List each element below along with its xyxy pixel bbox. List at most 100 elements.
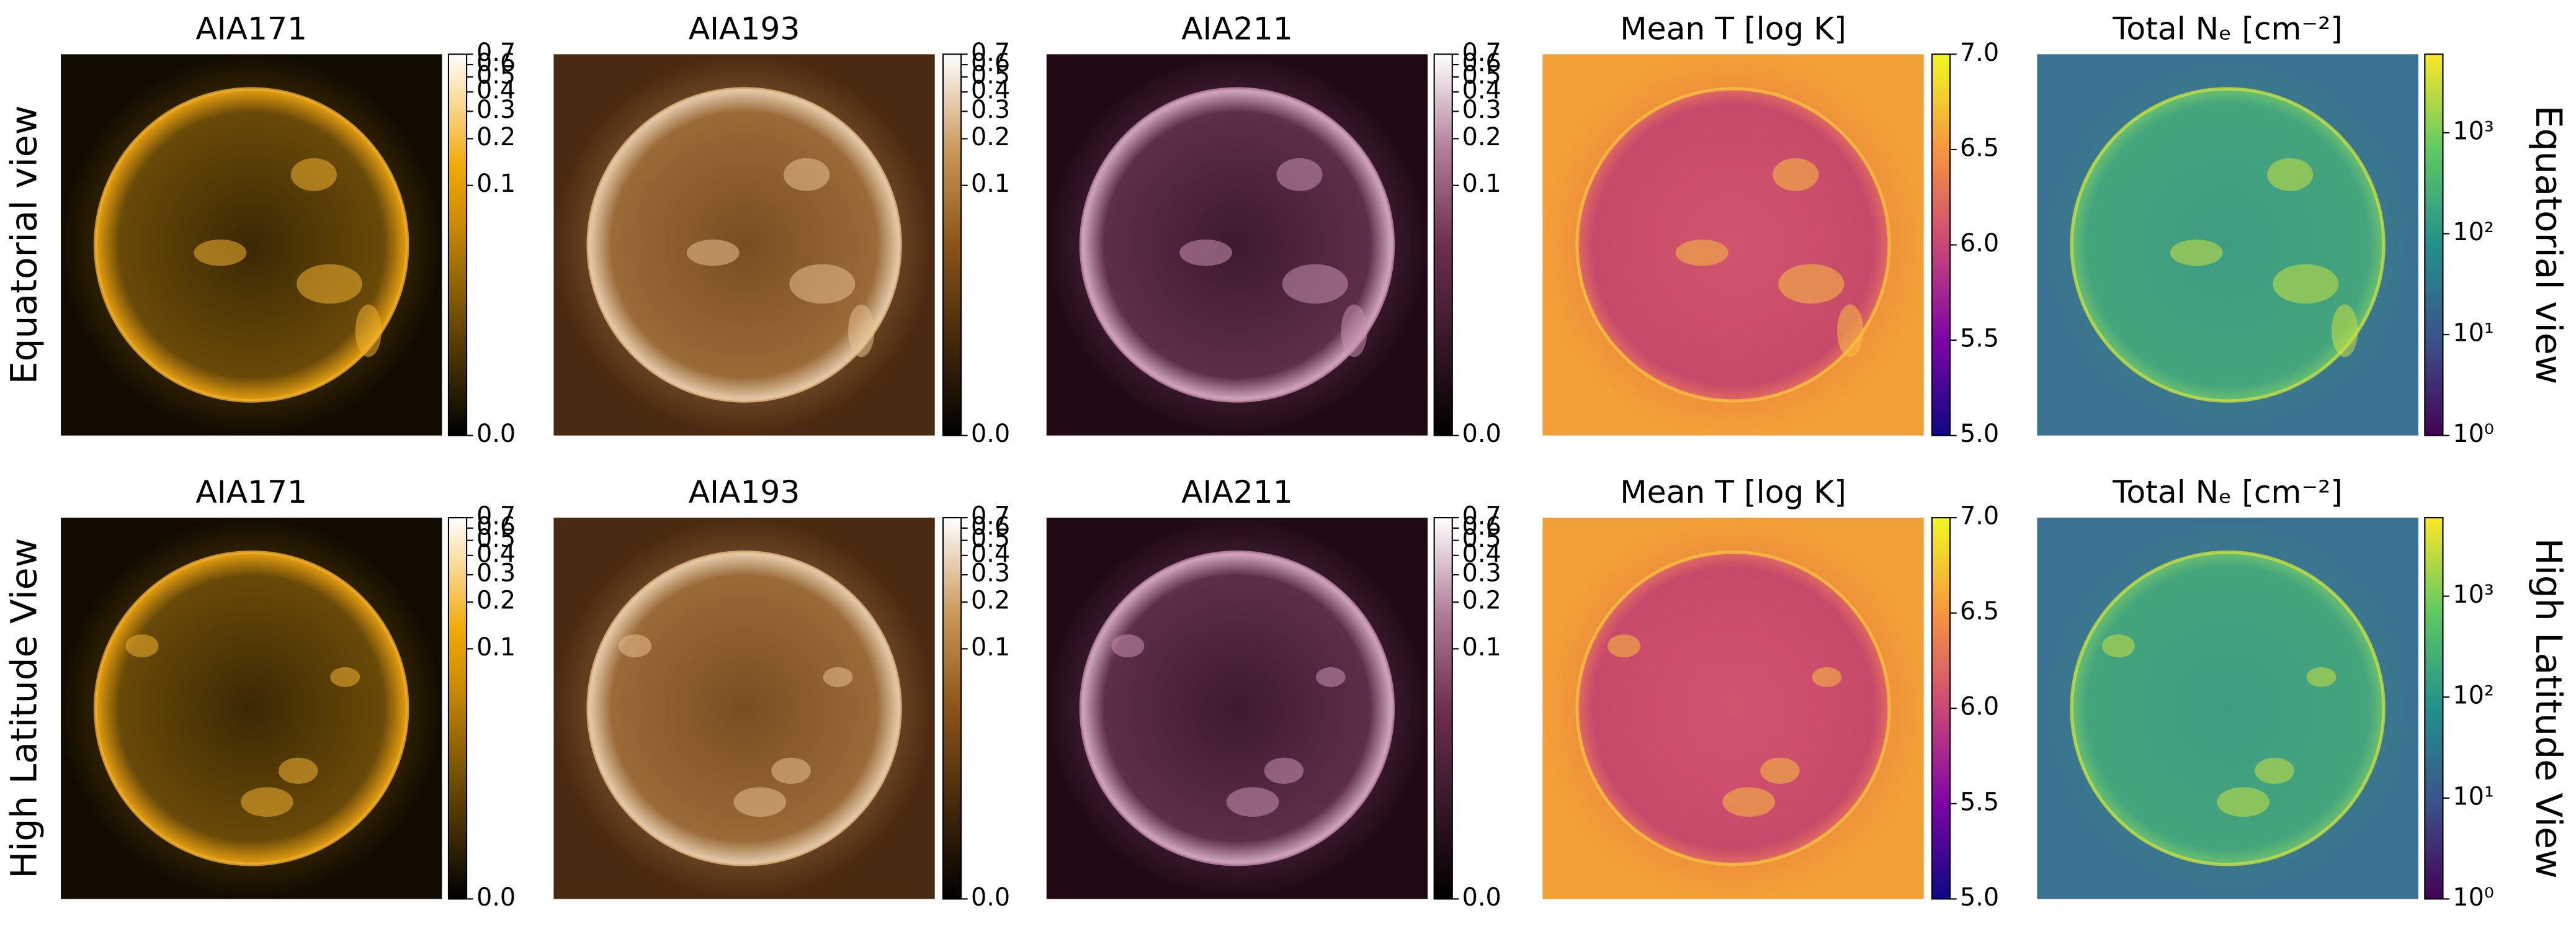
row-label: High Latitude View (2528, 538, 2570, 879)
active-region (1722, 787, 1776, 817)
solar-limb (586, 551, 902, 866)
colorbar-tick-label: 7.0 (1960, 38, 1999, 67)
colorbar-tick-label: 0.5 (1462, 524, 1501, 553)
active-region (2273, 264, 2339, 304)
colorbar-tick-label: 0.6 (1462, 512, 1501, 541)
solar-disk (588, 552, 901, 865)
solar-limb (1575, 551, 1891, 866)
colorbar-tick-label: 0.7 (476, 502, 516, 531)
active-region (2170, 239, 2223, 266)
active-region (1341, 304, 1367, 358)
colorbar (447, 53, 468, 436)
active-region (1760, 757, 1800, 785)
colorbar-tick-label: 0.1 (476, 633, 516, 662)
solar-disk (1577, 552, 1890, 865)
panel-title: AIA211 (1181, 11, 1293, 47)
solar-limb (1079, 87, 1395, 403)
panel-title: Total Nₑ [cm⁻²] (2112, 474, 2343, 510)
colorbar-tick-label: 6.0 (1960, 693, 1999, 721)
colorbar-tick-label: 0.5 (971, 61, 1010, 89)
active-region (1226, 787, 1279, 817)
colorbar-tick-label: 6.5 (1960, 133, 1999, 162)
colorbar-tick-label: 5.5 (1960, 325, 1999, 353)
panel-title: AIA171 (195, 474, 307, 510)
active-region (290, 158, 337, 191)
active-region (1282, 264, 1348, 304)
colorbar (1931, 517, 1951, 900)
colorbar-tick-label: 5.0 (1960, 883, 1999, 912)
colorbar-tick-label: 5.0 (1960, 420, 1999, 448)
colorbar-tick-label: 0.3 (1462, 96, 1501, 124)
active-region (1773, 158, 1819, 191)
solar-limb (94, 87, 409, 403)
panel-title: AIA193 (689, 11, 800, 47)
row-label: Equatorial view (3, 106, 45, 385)
active-region (1778, 264, 1845, 304)
solar-image (61, 518, 442, 899)
active-region (1812, 667, 1842, 687)
colorbar-tick-label: 0.2 (1462, 123, 1501, 151)
colorbar-tick-label: 10³ (2453, 117, 2493, 145)
colorbar-tick-label: 0.2 (971, 587, 1010, 615)
active-region (1264, 757, 1304, 785)
active-region (2332, 304, 2358, 358)
colorbar-tick-label: 0.6 (476, 49, 516, 78)
colorbar-tick-label: 0.4 (476, 539, 516, 568)
colorbar (942, 53, 962, 436)
colorbar-tick-label: 0.0 (1462, 883, 1501, 912)
active-region (733, 787, 787, 817)
colorbar-tick-label: 0.5 (476, 524, 516, 553)
panel-title: AIA193 (689, 474, 800, 510)
solar-limb (2070, 87, 2386, 403)
colorbar-tick-label: 0.1 (1462, 169, 1501, 198)
colorbar-tick-label: 0.4 (1462, 76, 1501, 105)
solar-disk (95, 552, 408, 865)
active-region (297, 264, 362, 304)
colorbar-tick-label: 0.4 (971, 76, 1010, 105)
solar-image (2037, 54, 2418, 436)
solar-image (2037, 518, 2418, 899)
active-region (2306, 667, 2337, 687)
solar-image (553, 54, 935, 436)
colorbar-tick-label: 7.0 (1960, 502, 1999, 531)
colorbar-tick-label: 10³ (2453, 580, 2493, 609)
colorbar (1931, 53, 1951, 436)
colorbar-tick-label: 0.2 (1462, 587, 1501, 615)
colorbar-tick-label: 10² (2453, 218, 2493, 246)
colorbar-tick-label: 0.7 (1462, 502, 1501, 531)
colorbar (1433, 53, 1453, 436)
colorbar-tick-label: 0.2 (476, 587, 516, 615)
colorbar-tick-label: 0.6 (1462, 49, 1501, 78)
colorbar-tick-label: 0.6 (971, 49, 1010, 78)
colorbar-tick-label: 0.6 (971, 512, 1010, 541)
panel-title: Mean T [log K] (1620, 474, 1846, 510)
active-region (619, 634, 651, 658)
active-region (1111, 634, 1145, 658)
active-region (2255, 757, 2294, 785)
solar-disk (1081, 552, 1393, 865)
colorbar-tick-label: 10⁰ (2453, 420, 2493, 448)
solar-image (1542, 518, 1924, 899)
colorbar-tick-label: 10⁰ (2453, 883, 2493, 912)
solar-image (1046, 518, 1428, 899)
colorbar-tick-label: 0.0 (971, 420, 1010, 448)
solar-image (1542, 54, 1924, 436)
colorbar-tick-label: 0.1 (971, 169, 1010, 198)
active-region (125, 634, 159, 658)
active-region (194, 239, 247, 266)
active-region (848, 304, 875, 358)
active-region (2217, 787, 2270, 817)
active-region (241, 787, 293, 817)
colorbar-tick-label: 0.3 (971, 559, 1010, 588)
colorbar-tick-label: 0.1 (476, 169, 516, 198)
row-label: High Latitude View (3, 538, 45, 879)
colorbar-tick-label: 0.5 (1462, 61, 1501, 89)
colorbar-tick-label: 0.3 (1462, 559, 1501, 588)
colorbar-tick-label: 0.5 (971, 524, 1010, 553)
colorbar (942, 517, 962, 900)
colorbar (2424, 53, 2444, 436)
colorbar-tick-label: 10¹ (2453, 319, 2493, 348)
active-region (355, 304, 382, 358)
colorbar-tick-label: 0.3 (476, 96, 516, 124)
colorbar-tick-label: 0.7 (971, 38, 1010, 67)
